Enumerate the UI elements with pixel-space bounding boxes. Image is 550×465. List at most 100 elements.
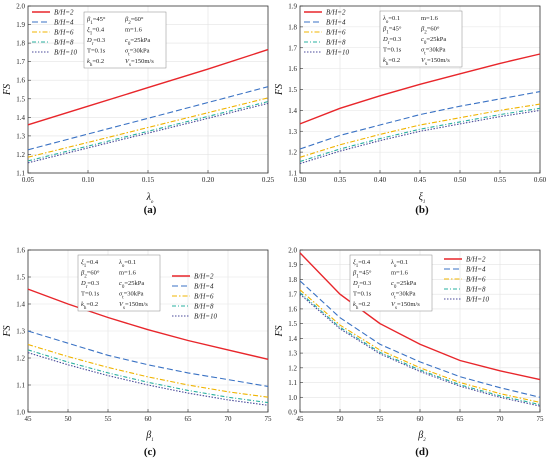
legend-entry: B/H=6 [54,29,74,37]
parameter-label: T=0.1s [353,291,372,298]
x-tick-label: 45 [297,415,305,423]
y-tick-label: 1.7 [16,58,25,66]
y-tick-label: 1.0 [16,409,25,417]
legend-entry: B/H=10 [326,49,349,57]
legend-entry: B/H=10 [194,313,217,321]
x-tick-label: 0.25 [262,176,275,184]
parameter-label: Vs=150m/s [421,57,450,67]
parameter-box-frame [77,254,161,312]
legend: B/H=2 B/H=4 B/H=6 B/H=8 B/H=10 [32,9,77,57]
legend-entry: B/H=6 [194,293,214,301]
series-line-1 [27,288,269,360]
parameter-box: ξ1=0.4 λo=0.1 β1=45° m=1.6 Dr=0.3 c0=25kPa T=0… [349,254,433,312]
legend-entry: B/H=6 [326,29,346,37]
x-tick-label: 75 [537,415,545,423]
parameter-label: m=1.6 [391,270,409,277]
parameter-label: β2=60° [124,16,144,26]
chart-panel-c: 45 50 55 60 65 70 75 1.0 1.1 1.2 1.3 1.4 1.5 1.6 β1 FS (… [2,247,272,459]
legend-entry: B/H=6 [466,276,486,284]
parameter-label: T=0.1s [81,291,100,298]
y-tick-label: 1.6 [288,305,297,313]
parameter-label: kh=0.2 [81,301,98,311]
y-tick-label: 1.4 [16,114,25,122]
parameter-box: β1=45° β2=60° ξ1=0.4 m=1.6 Dr=0.3 c0=25kPa T=0… [83,11,167,69]
parameter-label: β1=45° [86,16,106,26]
x-tick-label: 70 [497,415,505,423]
y-tick-label: 2.0 [288,247,297,255]
panel-caption: (a) [144,204,157,216]
x-tick-label: 45 [25,415,33,423]
y-tick-label: 1.0 [288,394,297,402]
legend: B/H=2 B/H=4 B/H=6 B/H=8 B/H=10 [304,9,349,57]
parameter-box-frame [349,254,433,312]
x-tick-label: 0.35 [334,176,347,184]
legend-entry: B/H=2 [194,273,214,281]
parameter-label: Dr=0.3 [352,280,371,290]
y-axis-label: FS [274,325,285,337]
legend-entry: B/H=10 [54,49,77,57]
y-tick-label: 1.2 [16,355,25,363]
y-tick-label: 1.5 [16,274,25,282]
parameter-label: c0=25kPa [119,280,144,290]
y-tick-label: 1.7 [288,44,297,52]
y-axis-label: FS [2,325,13,337]
y-axis-label: FS [274,84,285,96]
parameter-label: ξ1=0.4 [81,259,99,269]
y-tick-label: 1.3 [288,350,297,358]
y-tick-label: 1.8 [288,23,297,31]
legend-entry: B/H=2 [54,9,74,17]
parameter-label: Vs=150m/s [125,58,154,68]
series-line-3 [299,289,541,403]
x-axis-label: β1 [145,430,153,443]
parameter-label: Vs=150m/s [119,301,148,311]
panel-caption: (b) [415,204,429,216]
parameter-label: σt=30kPa [391,291,416,301]
y-tick-label: 1.2 [288,364,297,372]
series-line-5 [27,352,269,406]
parameter-label: ξ1=0.4 [87,27,105,37]
y-tick-label: 1.5 [288,320,297,328]
legend-entry: B/H=4 [54,19,74,27]
parameter-label: λo=0.1 [382,15,400,25]
y-tick-label: 2.0 [16,3,25,11]
panel-caption: (d) [415,446,429,458]
legend-entry: B/H=8 [54,39,74,47]
legend-entry: B/H=4 [466,266,486,274]
parameter-label: c0=25kPa [125,37,150,47]
series-line-1 [299,252,541,381]
y-tick-label: 1.3 [288,128,297,136]
parameter-label: c0=25kPa [391,280,416,290]
legend: B/H=2 B/H=4 B/H=6 B/H=8 B/H=10 [172,273,217,321]
x-tick-label: 0.55 [494,176,507,184]
y-axis-label: FS [2,84,13,96]
parameter-label: kh=0.2 [353,301,370,311]
chart-panel-a: 0.05 0.10 0.15 0.20 0.25 1.1 1.2 1.3 1.4 1.5 1.6 1.… [2,3,275,217]
legend-entry: B/H=4 [326,19,346,27]
parameter-label: β2=60° [80,270,100,280]
parameter-label: λo=0.1 [390,259,408,269]
parameter-label: m=1.6 [421,15,439,22]
parameter-label: T=0.1s [87,48,106,55]
x-tick-label: 0.05 [22,176,35,184]
y-tick-label: 1.2 [16,151,25,159]
y-tick-label: 1.7 [288,291,297,299]
y-tick-label: 1.2 [288,149,297,157]
parameter-label: kh=0.2 [383,57,400,67]
legend-entry: B/H=2 [466,256,486,264]
x-tick-label: 60 [145,415,153,423]
y-tick-label: 0.9 [288,409,297,417]
y-tick-label: 1.9 [288,3,297,11]
parameter-label: Dr=0.3 [80,280,99,290]
x-tick-label: 0.15 [142,176,155,184]
x-tick-label: 65 [457,415,465,423]
parameter-label: σt=30kPa [421,47,446,57]
y-tick-label: 1.9 [16,21,25,29]
x-tick-label: 0.40 [374,176,387,184]
x-axis-label: λo [146,192,154,205]
parameter-label: β2=60° [420,26,440,36]
y-tick-label: 1.6 [288,65,297,73]
y-tick-label: 1.4 [16,301,25,309]
parameter-label: Dr=0.3 [382,36,401,46]
legend-entry: B/H=10 [466,296,489,304]
